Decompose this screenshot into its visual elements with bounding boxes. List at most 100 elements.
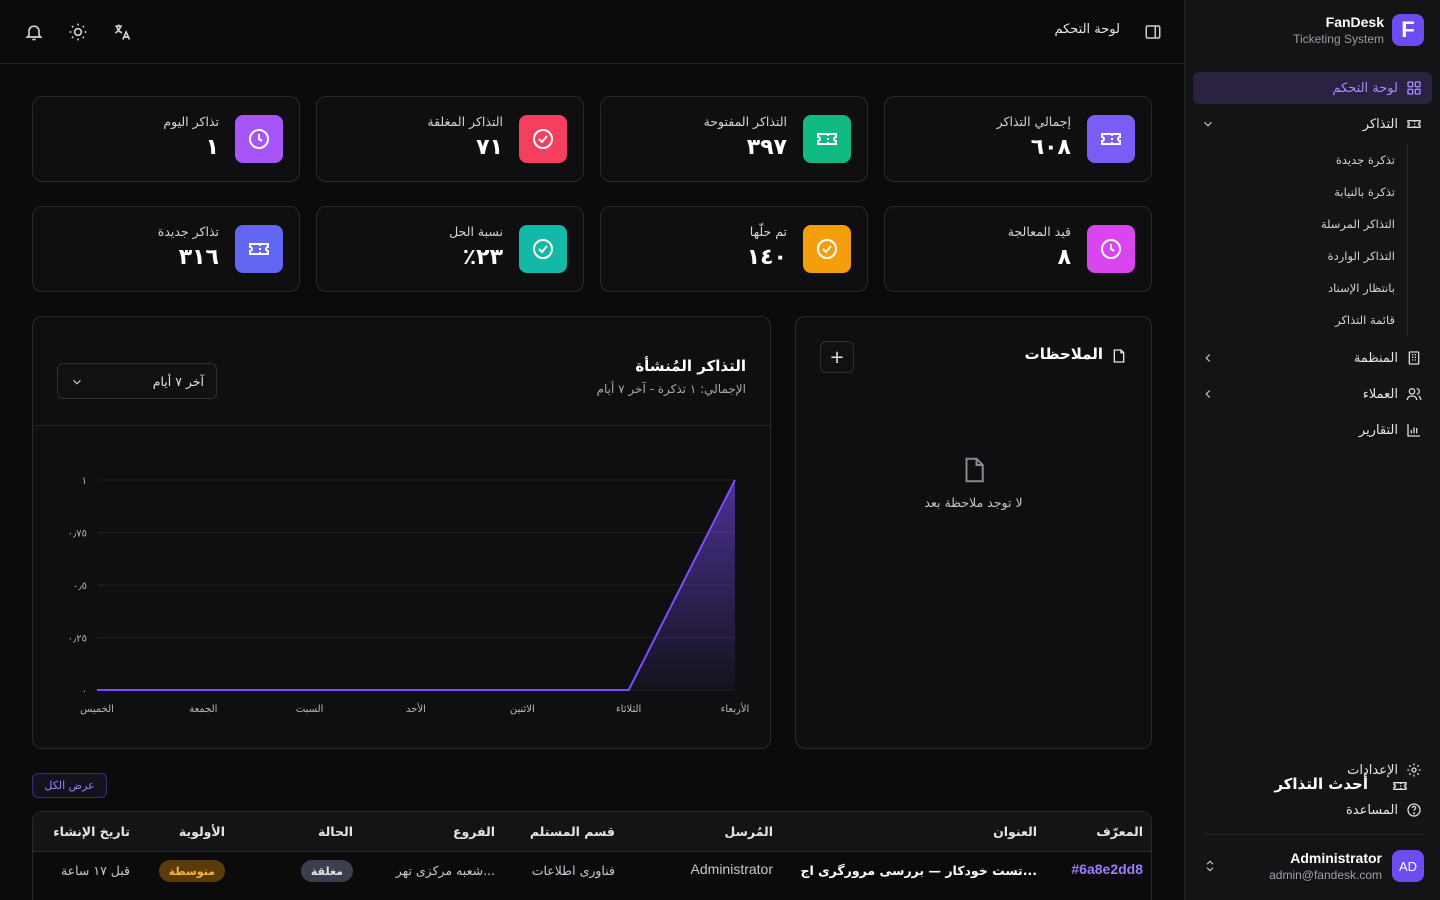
sidebar-item-label: الإعدادات	[1347, 762, 1398, 778]
user-name: Administrator	[1290, 850, 1382, 866]
subnav-ticket-on-behalf[interactable]: تذكرة بالنيابة	[1334, 185, 1395, 199]
avatar: AD	[1392, 850, 1424, 882]
check-circle-icon	[533, 239, 553, 259]
sidebar-item-label: العملاء	[1362, 386, 1398, 402]
ticket-id-link[interactable]: #6a8e2dd8	[1071, 861, 1143, 877]
check-circle-icon	[817, 239, 837, 259]
column-header-priority[interactable]: الأولوية	[178, 824, 225, 839]
x-tick-label: الجمعة	[189, 704, 217, 715]
ticket-icon	[1407, 120, 1421, 128]
table-header: المعرّف العنوان المُرسل قسم المستلم الفر…	[33, 812, 1151, 852]
stat-value: ١	[205, 135, 219, 160]
x-tick-label: السبت	[296, 704, 324, 715]
brand-logo: F	[1392, 14, 1424, 46]
range-select-value: آخر ٧ أيام	[152, 374, 204, 389]
status-badge: مغلقة	[300, 860, 353, 882]
sidebar-item-tickets[interactable]: التذاكر	[1193, 108, 1432, 140]
check-circle-icon	[533, 129, 553, 149]
stat-card-new-tickets: تذاكر جديدة ٣١٦	[32, 206, 300, 292]
ticket-branch: شعبه مرکزی تهر...	[395, 863, 495, 878]
bell-icon[interactable]	[24, 22, 44, 42]
y-tick-label: ٠٫٧٥	[68, 529, 87, 540]
chevron-left-icon[interactable]	[1201, 387, 1215, 401]
stat-icon-bg	[1087, 115, 1135, 163]
range-select[interactable]: آخر ٧ أيام	[57, 363, 217, 399]
stat-value: ٧١	[476, 135, 503, 160]
sidebar-item-label: المساعدة	[1345, 802, 1398, 818]
bar-chart-icon	[1407, 424, 1420, 437]
ticket-icon	[817, 133, 837, 145]
column-header-id[interactable]: المعرّف	[1096, 824, 1143, 839]
translate-icon[interactable]	[112, 22, 132, 42]
brand-subtitle: Ticketing System	[1293, 32, 1384, 46]
stat-card-open-tickets: التذاكر المفتوحة ٣٩٧	[600, 96, 868, 182]
subnav-awaiting-assignment[interactable]: بانتظار الإسناد	[1327, 281, 1395, 295]
chevron-left-icon[interactable]	[1201, 351, 1215, 365]
column-header-created[interactable]: تاريخ الإنشاء	[53, 824, 130, 839]
column-header-status[interactable]: الحالة	[318, 824, 353, 839]
brand[interactable]: F FanDesk Ticketing System	[1293, 14, 1424, 46]
top-header: لوحة التحكم	[0, 0, 1184, 64]
ticket-icon	[249, 243, 269, 255]
sun-icon[interactable]	[68, 22, 88, 42]
user-email: admin@fandesk.com	[1269, 868, 1382, 882]
column-header-department[interactable]: قسم المستلم	[529, 824, 615, 839]
chevron-down-icon[interactable]	[1201, 117, 1215, 131]
brand-name: FanDesk	[1325, 14, 1384, 30]
sidebar-item-dashboard[interactable]: لوحة التحكم	[1193, 72, 1432, 104]
stat-label: التذاكر المفتوحة	[703, 114, 787, 129]
stat-icon-bg	[519, 225, 567, 273]
column-header-sender[interactable]: المُرسل	[724, 824, 773, 839]
user-menu[interactable]: AD Administrator admin@fandesk.com	[1269, 850, 1424, 882]
column-header-branch[interactable]: الفروع	[452, 824, 495, 839]
stat-card-today-tickets: تذاكر اليوم ١	[32, 96, 300, 182]
stat-icon-bg	[519, 115, 567, 163]
x-tick-label: الأحد	[406, 702, 426, 715]
sidebar-item-label: التقارير	[1358, 422, 1398, 438]
y-tick-label: ٠٫٢٥	[68, 634, 87, 645]
subnav-incoming-tickets[interactable]: التذاكر الواردة	[1327, 249, 1395, 263]
created-tickets-chart-panel: التذاكر المُنشأة الإجمالي: ١ تذكرة - آخر…	[32, 316, 771, 749]
y-tick-label: ٠٫٥	[73, 581, 87, 592]
stat-icon-bg	[803, 225, 851, 273]
stat-icon-bg	[1087, 225, 1135, 273]
notes-empty-text: لا توجد ملاحظة بعد	[924, 495, 1023, 510]
subnav-sent-tickets[interactable]: التذاكر المرسلة	[1320, 217, 1395, 231]
chart-title: التذاكر المُنشأة	[635, 357, 746, 375]
page-title: لوحة التحكم	[1054, 22, 1120, 37]
sidebar-toggle-icon[interactable]	[1144, 23, 1162, 41]
sidebar-nav: لوحة التحكم التذاكر تذكرة جديدة تذكرة با…	[1193, 72, 1432, 450]
stat-card-resolved: تم حلّها ١٤٠	[600, 206, 868, 292]
view-all-button[interactable]: عرض الكل	[32, 773, 107, 798]
stat-label: تذاكر جديدة	[157, 224, 219, 239]
add-note-button[interactable]: +	[820, 341, 854, 373]
building-icon	[1408, 351, 1420, 365]
column-header-title[interactable]: العنوان	[993, 824, 1037, 839]
ticket-sender: Administrator	[690, 861, 773, 877]
subnav-ticket-list[interactable]: قائمة التذاكر	[1335, 313, 1395, 327]
user-separator	[1205, 834, 1424, 835]
sidebar-item-help[interactable]: المساعدة	[1193, 794, 1432, 826]
latest-tickets-table: المعرّف العنوان المُرسل قسم المستلم الفر…	[32, 811, 1152, 900]
notes-panel: الملاحظات + لا توجد ملاحظة بعد	[795, 316, 1152, 749]
x-tick-label: الأربعاء	[721, 702, 750, 715]
sidebar-item-organization[interactable]: المنظمة	[1193, 342, 1432, 374]
area-chart: ٠ ٠٫٢٥ ٠٫٥ ٠٫٧٥ ١ الخميس الجمعة السبت الأحد الاثن…	[68, 476, 750, 715]
sidebar-item-label: المنظمة	[1353, 350, 1398, 366]
x-tick-label: الاثنين	[510, 704, 535, 715]
help-circle-icon	[1407, 803, 1421, 817]
sidebar-item-settings[interactable]: الإعدادات	[1193, 754, 1432, 786]
sidebar-item-label: التذاكر	[1362, 116, 1398, 132]
chevrons-up-down-icon[interactable]	[1203, 858, 1217, 874]
stat-label: تذاكر اليوم	[163, 114, 219, 129]
stat-label: تم حلّها	[749, 224, 787, 239]
ticket-icon	[1101, 133, 1121, 145]
sidebar-item-reports[interactable]: التقارير	[1193, 414, 1432, 446]
stat-value: ٨	[1057, 245, 1071, 270]
tickets-subnav: تذكرة جديدة تذكرة بالنيابة التذاكر المرس…	[1193, 144, 1408, 336]
ticket-title[interactable]: تست خودکار — بررسی مرورگری اج...	[800, 863, 1037, 878]
chart-divider	[33, 425, 770, 426]
sidebar-item-customers[interactable]: العملاء	[1193, 378, 1432, 410]
subnav-new-ticket[interactable]: تذكرة جديدة	[1335, 153, 1395, 167]
stat-card-resolution-rate: نسبة الحل ٪٢٣	[316, 206, 584, 292]
